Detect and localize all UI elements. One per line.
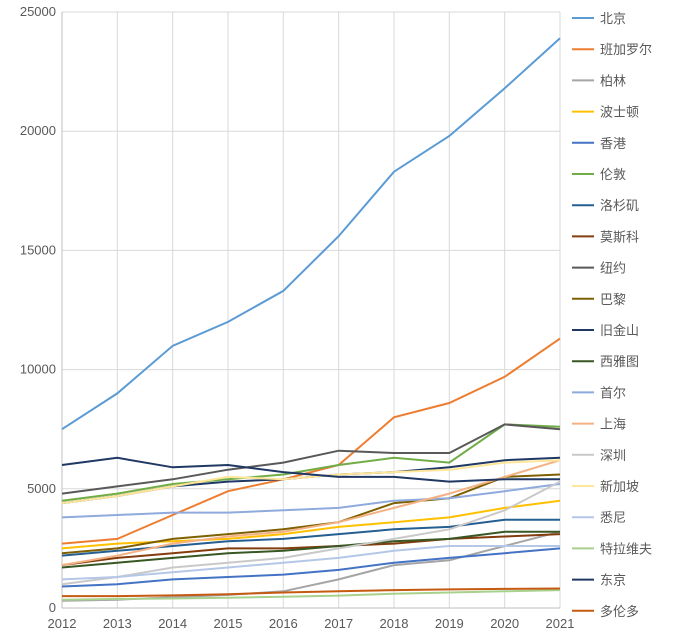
y-axis-tick-label: 10000 (20, 362, 56, 377)
legend-label-telaviv: 特拉维夫 (600, 541, 652, 556)
chart-container: 0 5000 10000 15000 20000 25000 2012 2013 2014 201… (0, 0, 700, 643)
x-axis-tick-label: 2019 (435, 616, 464, 631)
legend-label-seattle: 西雅图 (600, 354, 639, 369)
legend-label-shanghai: 上海 (600, 417, 626, 432)
x-axis-tick-label: 2016 (269, 616, 298, 631)
x-axis-tick-label: 2013 (103, 616, 132, 631)
legend-label-berlin: 柏林 (600, 73, 626, 88)
y-axis-tick-label: 20000 (20, 123, 56, 138)
legend-label-hongkong: 香港 (600, 136, 626, 151)
legend-label-beijing: 北京 (600, 11, 626, 26)
x-axis-tick-label: 2020 (490, 616, 519, 631)
legend-label-boston: 波士顿 (600, 105, 639, 120)
y-axis-tick-label: 25000 (20, 4, 56, 19)
legend-label-london: 伦敦 (600, 167, 626, 182)
x-axis-tick-label: 2017 (324, 616, 353, 631)
x-axis-tick-label: 2018 (380, 616, 409, 631)
line-chart: 0 5000 10000 15000 20000 25000 2012 2013 2014 201… (0, 0, 700, 643)
legend-label-seoul: 首尔 (600, 385, 626, 400)
legend-label-newyork: 纽约 (600, 261, 626, 276)
legend-label-shenzhen: 深圳 (600, 448, 626, 463)
legend-label-sanfran: 旧金山 (600, 323, 639, 338)
legend-label-toronto: 多伦多 (600, 604, 639, 619)
x-axis-tick-label: 2015 (214, 616, 243, 631)
legend-label-bangalore: 班加罗尔 (600, 42, 652, 57)
legend-label-moscow: 莫斯科 (600, 229, 639, 244)
y-axis-tick-label: 5000 (27, 481, 56, 496)
legend-label-losangeles: 洛杉矶 (600, 198, 639, 213)
legend-label-singapore: 新加坡 (600, 479, 639, 494)
legend-label-sydney: 悉尼 (600, 510, 626, 525)
y-axis-tick-label: 15000 (20, 242, 56, 257)
legend-label-paris: 巴黎 (600, 292, 626, 307)
legend-label-tokyo: 东京 (600, 573, 626, 588)
x-axis-tick-label: 2014 (158, 616, 187, 631)
x-axis-tick-label: 2021 (546, 616, 575, 631)
y-axis-tick-label: 0 (49, 600, 56, 615)
x-axis-tick-label: 2012 (48, 616, 77, 631)
